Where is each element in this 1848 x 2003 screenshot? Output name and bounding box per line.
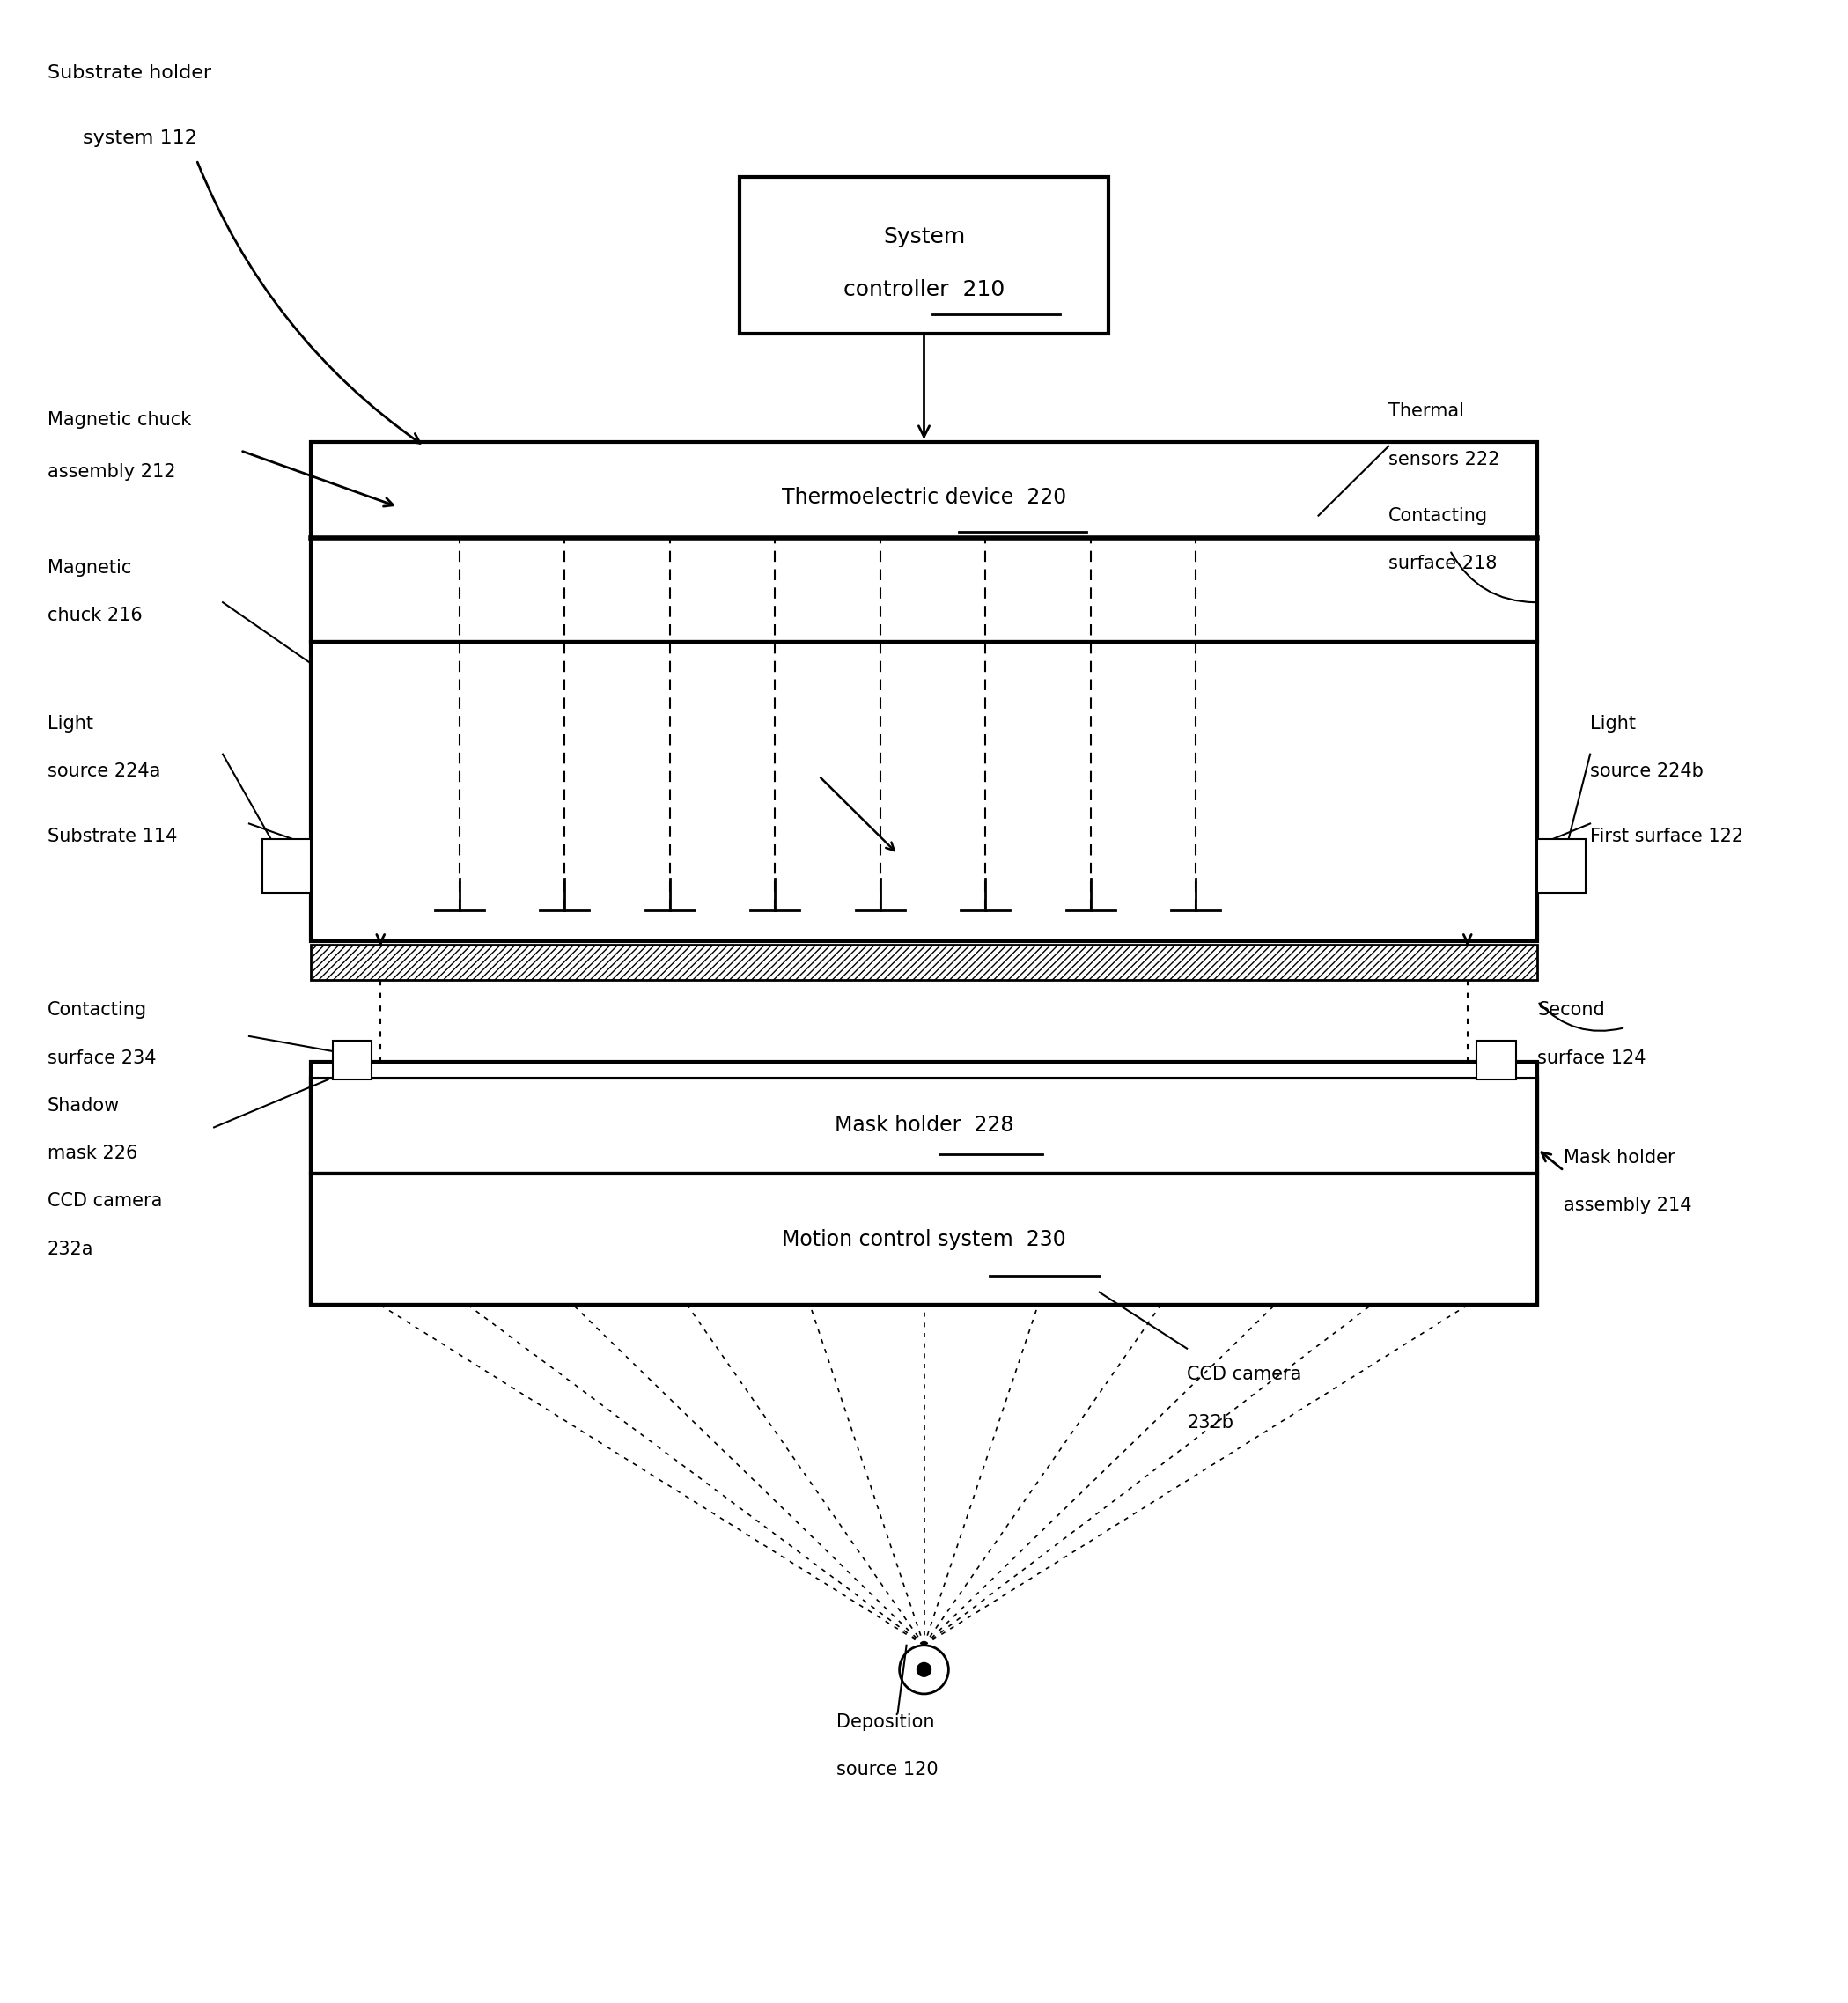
Bar	[310, 1078, 1538, 1174]
Text: Motion control system  230: Motion control system 230	[782, 1228, 1066, 1250]
Text: Light: Light	[48, 715, 92, 733]
Text: surface 218: surface 218	[1388, 555, 1497, 573]
Text: Contacting: Contacting	[1388, 507, 1488, 525]
Text: source 224b: source 224b	[1589, 763, 1704, 781]
Text: Thermal: Thermal	[1388, 403, 1464, 421]
Text: assembly 214: assembly 214	[1563, 1196, 1693, 1214]
Circle shape	[917, 1662, 931, 1677]
Text: Mask holder  228: Mask holder 228	[835, 1116, 1013, 1136]
Text: assembly 212: assembly 212	[48, 463, 176, 481]
Text: Thermoelectric device  220: Thermoelectric device 220	[782, 487, 1066, 509]
Bar	[310, 641, 1538, 941]
Bar	[262, 839, 310, 893]
Bar	[1538, 839, 1586, 893]
Bar	[333, 1040, 371, 1080]
Text: sensors 222: sensors 222	[1388, 451, 1501, 469]
Bar	[739, 176, 1109, 332]
Text: source 120: source 120	[837, 1761, 939, 1779]
Bar	[1477, 1040, 1515, 1080]
Text: 232b: 232b	[1186, 1414, 1234, 1432]
Text: Contacting: Contacting	[48, 1002, 148, 1020]
Text: surface 124: surface 124	[1538, 1050, 1647, 1068]
Text: source 224a: source 224a	[48, 763, 161, 781]
Text: surface 234: surface 234	[48, 1050, 157, 1068]
Text: Mask holder: Mask holder	[1563, 1150, 1676, 1166]
Text: First surface 122: First surface 122	[1589, 827, 1743, 845]
Text: CCD camera: CCD camera	[1186, 1366, 1301, 1384]
Text: Substrate 114: Substrate 114	[48, 827, 177, 845]
Text: Light: Light	[1589, 715, 1635, 733]
Text: system 112: system 112	[83, 130, 198, 146]
Text: System: System	[883, 226, 965, 246]
Text: Second: Second	[1538, 1002, 1606, 1020]
Text: Substrate holder: Substrate holder	[48, 64, 211, 82]
Bar	[310, 1062, 1538, 1306]
Text: chuck 216: chuck 216	[48, 607, 142, 625]
Bar	[310, 1062, 1538, 1078]
Text: CCD camera: CCD camera	[48, 1192, 163, 1210]
Text: Magnetic: Magnetic	[48, 559, 131, 577]
Text: 232a: 232a	[48, 1240, 94, 1258]
Bar	[310, 443, 1538, 641]
Text: Shadow: Shadow	[48, 1098, 120, 1114]
Text: mask 226: mask 226	[48, 1144, 137, 1162]
Bar	[310, 1174, 1538, 1306]
Text: Magnetic chuck: Magnetic chuck	[48, 411, 190, 429]
Text: Deposition: Deposition	[837, 1713, 935, 1731]
Bar	[310, 945, 1538, 979]
Text: controller  210: controller 210	[843, 278, 1005, 300]
